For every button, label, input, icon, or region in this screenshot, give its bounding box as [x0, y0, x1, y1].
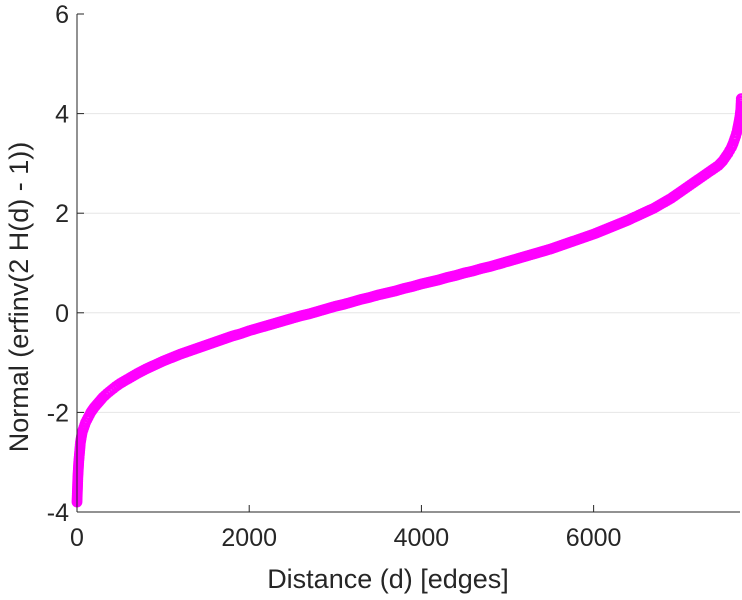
x-tick-label: 4000	[394, 524, 450, 552]
x-axis-title: Distance (d) [edges]	[267, 564, 509, 594]
y-tick-label: -2	[47, 399, 69, 427]
y-tick-label: 4	[55, 101, 69, 129]
y-axis-title: Normal (erfinv(2 H(d) - 1))	[4, 142, 34, 453]
y-tick-label: 2	[55, 200, 69, 228]
x-tick-label: 2000	[221, 524, 277, 552]
grid	[77, 113, 740, 413]
axes	[76, 14, 740, 513]
y-tick-label: 6	[55, 1, 69, 29]
y-axis-ticks: -4 -2 0 2 4 6	[47, 1, 84, 527]
data-point	[735, 93, 742, 105]
x-axis-ticks: 0 2000 4000 6000	[70, 505, 621, 552]
y-tick-label: 0	[55, 300, 69, 328]
x-tick-label: 6000	[566, 524, 622, 552]
y-tick-label: -4	[47, 499, 69, 527]
x-tick-label: 0	[70, 524, 84, 552]
data-points	[71, 93, 742, 508]
